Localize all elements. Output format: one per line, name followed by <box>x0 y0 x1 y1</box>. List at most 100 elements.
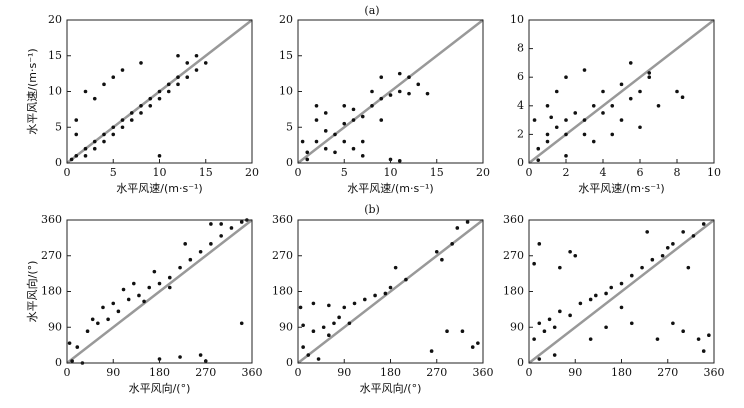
point <box>610 132 615 137</box>
y-tick-label: 180 <box>272 285 293 298</box>
y-tick-label: 90 <box>48 320 62 333</box>
point <box>360 154 365 158</box>
point <box>333 150 337 155</box>
y-tick-label: 0 <box>55 156 62 169</box>
point <box>545 139 550 144</box>
y-tick-label: 6 <box>517 70 524 83</box>
point <box>671 321 675 326</box>
point <box>582 68 587 72</box>
point <box>306 353 311 357</box>
point <box>476 341 480 345</box>
point <box>629 273 634 278</box>
point <box>101 305 105 310</box>
x-tick-label: 270 <box>195 366 216 379</box>
point <box>404 277 408 282</box>
point <box>552 353 557 357</box>
point <box>440 257 444 262</box>
y-axis-label: 水平风向/(°) <box>25 261 39 323</box>
point <box>588 337 593 341</box>
point <box>388 93 393 97</box>
point <box>549 115 553 120</box>
point <box>655 337 660 341</box>
point <box>176 75 180 79</box>
x-tick-label: 15 <box>199 166 213 179</box>
point <box>342 104 347 108</box>
point <box>671 242 675 246</box>
y-tick-label: 5 <box>286 120 293 133</box>
y-tick-label: 15 <box>279 49 293 62</box>
point <box>691 234 696 238</box>
point <box>568 313 572 318</box>
point <box>152 269 157 274</box>
point <box>594 293 598 298</box>
x-axis-label: 水平风速/(m·s⁻¹) <box>578 182 664 195</box>
y-tick-label: 90 <box>279 320 293 333</box>
point <box>650 257 655 262</box>
point <box>537 357 542 361</box>
point <box>638 125 642 130</box>
point <box>167 285 172 290</box>
x-axis-label: 水平风向/(°) <box>129 381 191 395</box>
point <box>379 75 384 79</box>
point <box>591 139 596 144</box>
x-tick-label: 5 <box>110 166 117 179</box>
point <box>629 321 634 326</box>
y-tick-label: 180 <box>503 285 524 298</box>
point <box>157 89 162 94</box>
panel-label: (a) <box>364 4 379 17</box>
point <box>351 107 356 112</box>
point <box>321 325 326 330</box>
x-tick-label: 180 <box>611 366 632 379</box>
point <box>545 132 550 137</box>
x-tick-label: 10 <box>707 166 721 179</box>
point <box>460 329 465 334</box>
point <box>203 61 208 65</box>
point <box>92 139 97 144</box>
point <box>219 234 223 238</box>
point <box>92 146 97 151</box>
x-tick-label: 0 <box>526 166 533 179</box>
identity-line <box>528 19 715 164</box>
point <box>351 146 356 151</box>
x-tick-label: 10 <box>384 166 398 179</box>
identity-line <box>297 219 484 364</box>
point <box>314 139 319 144</box>
point <box>416 82 421 87</box>
point <box>619 82 624 87</box>
point <box>102 82 106 87</box>
x-tick-label: 20 <box>245 166 259 179</box>
point <box>532 337 536 341</box>
point <box>198 353 203 357</box>
point <box>316 357 321 361</box>
point <box>383 291 388 296</box>
point <box>106 317 110 322</box>
point <box>337 315 341 320</box>
point <box>92 96 97 101</box>
point <box>388 285 393 290</box>
point <box>564 132 568 137</box>
x-axis-label: 水平风速/(m·s⁻¹) <box>116 182 202 195</box>
point <box>342 121 347 126</box>
x-tick-label: 6 <box>637 166 644 179</box>
point <box>465 220 470 224</box>
point <box>707 333 711 337</box>
point <box>332 321 336 326</box>
point <box>116 309 121 314</box>
point <box>239 220 244 224</box>
point <box>558 265 562 270</box>
point <box>407 75 411 79</box>
point <box>129 118 134 122</box>
point <box>311 329 316 334</box>
point <box>70 359 74 363</box>
point <box>554 89 559 94</box>
point <box>137 293 141 298</box>
point <box>609 285 614 290</box>
point <box>701 349 706 353</box>
point <box>167 275 172 280</box>
x-axis-label: 水平风速/(m·s⁻¹) <box>347 182 433 195</box>
point <box>178 265 182 270</box>
y-tick-label: 8 <box>517 42 524 55</box>
point <box>532 118 537 122</box>
point <box>323 146 328 151</box>
y-tick-label: 2 <box>517 127 524 140</box>
